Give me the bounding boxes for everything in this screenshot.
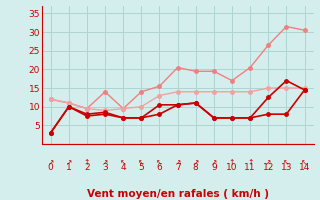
Text: ↗: ↗ — [193, 158, 199, 167]
Text: ↑: ↑ — [247, 158, 253, 167]
Text: ↗: ↗ — [66, 158, 72, 167]
Text: ↗: ↗ — [265, 158, 271, 167]
Text: ↖: ↖ — [156, 158, 163, 167]
X-axis label: Vent moyen/en rafales ( km/h ): Vent moyen/en rafales ( km/h ) — [87, 189, 268, 199]
Text: ↑: ↑ — [84, 158, 90, 167]
Text: ↗: ↗ — [102, 158, 108, 167]
Text: ↑: ↑ — [229, 158, 235, 167]
Text: ↖: ↖ — [120, 158, 126, 167]
Text: ↗: ↗ — [211, 158, 217, 167]
Text: ↖: ↖ — [138, 158, 145, 167]
Text: ↗: ↗ — [47, 158, 54, 167]
Text: ↖: ↖ — [283, 158, 290, 167]
Text: ↗: ↗ — [174, 158, 181, 167]
Text: ↖: ↖ — [301, 158, 308, 167]
